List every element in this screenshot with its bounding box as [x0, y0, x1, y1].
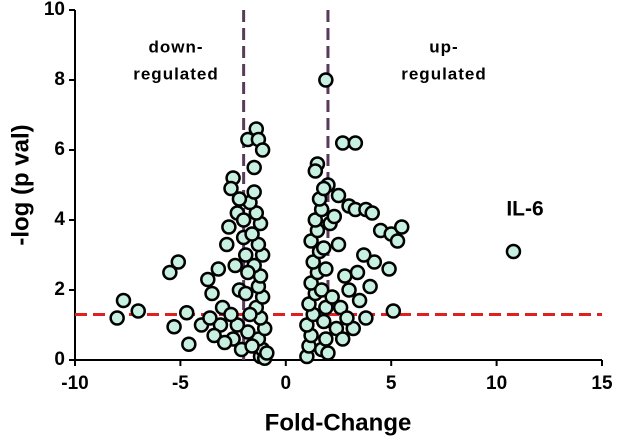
point [315, 180, 332, 197]
y-tick-label: 4 [54, 209, 65, 230]
point [259, 345, 275, 361]
y-tick-label: 10 [44, 0, 65, 20]
point [364, 205, 380, 221]
point [231, 191, 248, 207]
annotation: down- [148, 37, 203, 56]
point [347, 135, 364, 151]
point [334, 135, 351, 151]
point [330, 187, 347, 204]
point [362, 278, 378, 295]
point [339, 310, 355, 326]
point [330, 236, 347, 253]
point [244, 338, 260, 354]
point [181, 336, 197, 352]
point [240, 324, 256, 340]
point [223, 180, 239, 197]
point [237, 247, 254, 263]
point [242, 306, 258, 323]
point [315, 240, 332, 256]
point [237, 285, 254, 302]
y-axis-title: -log (p val) [7, 124, 34, 245]
point [130, 303, 146, 319]
point [313, 282, 330, 298]
point [219, 236, 235, 253]
annotation: regulated [133, 64, 219, 83]
point [210, 261, 227, 277]
point [389, 233, 406, 249]
point [318, 261, 334, 277]
point [244, 226, 260, 242]
x-tick-label: -10 [61, 373, 88, 394]
point [381, 261, 397, 277]
point [341, 282, 357, 298]
x-axis-title: Fold-Change [265, 409, 412, 436]
point [307, 163, 324, 179]
point [315, 313, 332, 330]
point [349, 264, 366, 281]
point [356, 247, 372, 263]
y-tick-label: 2 [54, 279, 65, 300]
x-tick-label: 0 [281, 373, 292, 394]
point [337, 268, 353, 284]
point [351, 292, 368, 309]
point [115, 292, 132, 309]
point [216, 334, 233, 351]
point [393, 219, 410, 235]
point [178, 305, 195, 321]
point [326, 208, 343, 225]
point [334, 331, 351, 347]
y-tick-label: 8 [54, 69, 65, 90]
point [318, 331, 334, 347]
point [235, 212, 252, 228]
point [318, 72, 334, 88]
point [240, 264, 256, 281]
point [358, 310, 374, 326]
x-tick-label: 5 [386, 373, 397, 394]
x-tick-label: 15 [591, 373, 613, 394]
point [170, 254, 187, 270]
x-tick-label: -5 [172, 373, 189, 394]
point [162, 264, 178, 281]
point [366, 254, 383, 270]
point [254, 142, 271, 158]
point [320, 345, 336, 361]
point [227, 257, 243, 274]
annotation: regulated [401, 64, 487, 83]
point [202, 310, 218, 326]
annotation: IL-6 [506, 198, 543, 221]
point [505, 243, 522, 260]
point [109, 310, 125, 326]
point [221, 219, 237, 235]
point [204, 285, 220, 302]
point [200, 271, 216, 288]
y-tick-label: 0 [54, 349, 65, 370]
point [246, 184, 262, 200]
point [206, 327, 222, 344]
point [223, 306, 239, 323]
point [385, 303, 402, 319]
annotation: up- [429, 37, 458, 56]
x-tick-label: 10 [486, 373, 507, 394]
y-tick-label: 6 [54, 139, 65, 160]
point [246, 159, 262, 176]
point [166, 319, 182, 335]
point [324, 289, 340, 305]
